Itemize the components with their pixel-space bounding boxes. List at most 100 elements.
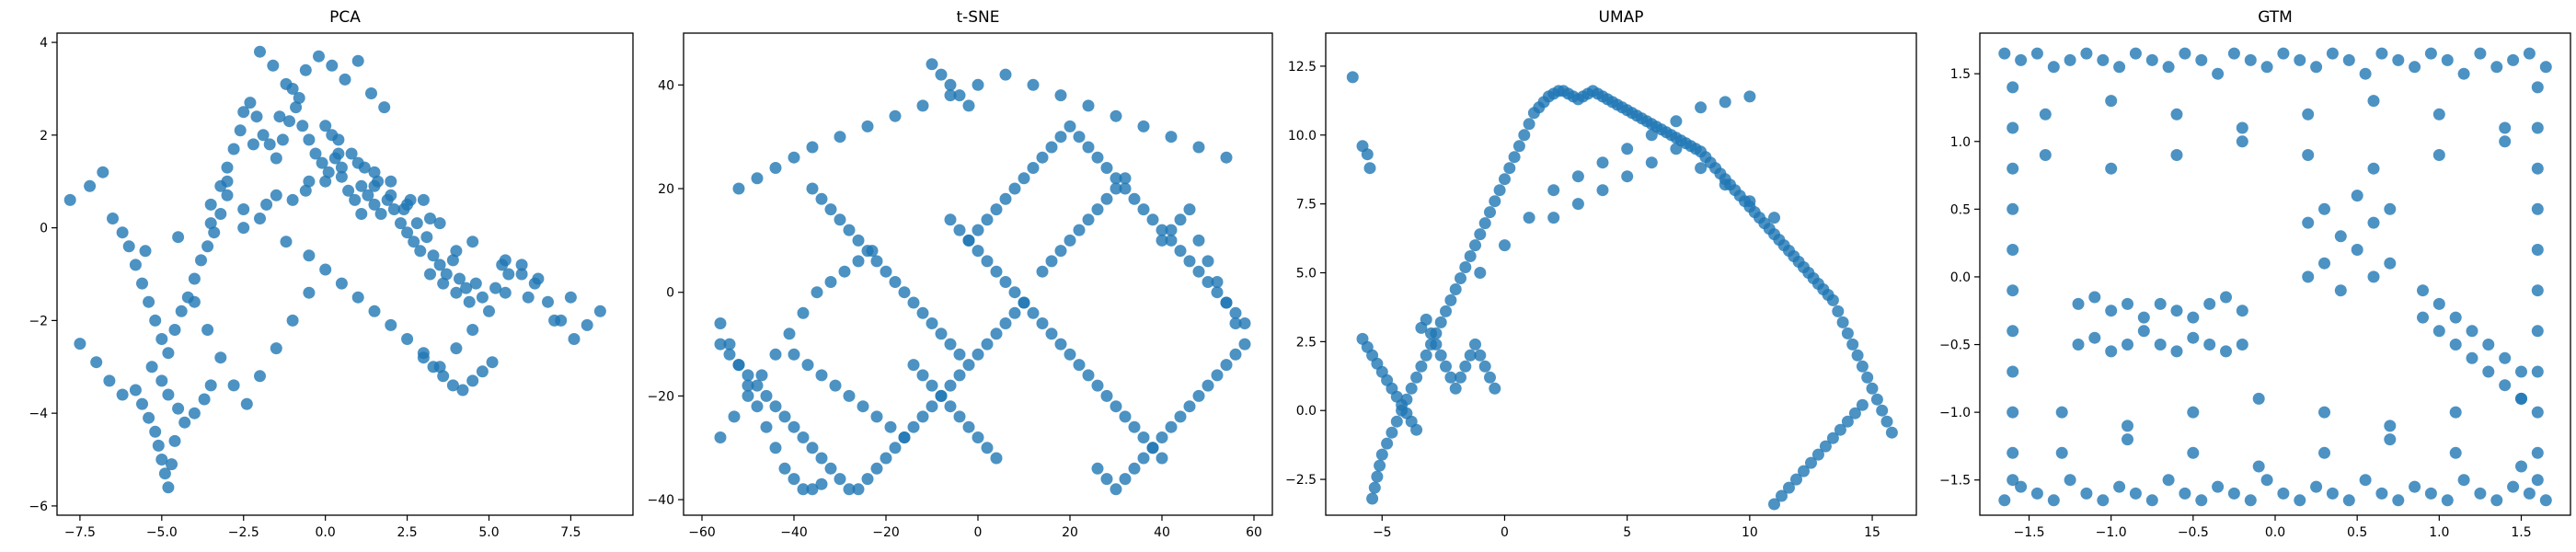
gtm-point xyxy=(2162,474,2175,487)
t-sne-point xyxy=(981,213,994,226)
umap-point xyxy=(1621,170,1634,183)
gtm-axes-frame xyxy=(1979,32,2571,516)
gtm-point xyxy=(2334,230,2347,243)
umap-point xyxy=(1841,415,1854,428)
gtm-point xyxy=(2384,420,2397,432)
pca-point xyxy=(299,184,312,197)
gtm-point xyxy=(2432,108,2445,121)
pca-point xyxy=(385,189,397,201)
gtm-x-tick-label: −1.5 xyxy=(2014,525,2045,540)
t-sne-point xyxy=(1119,172,1132,185)
pca-x-tick-label: −7.5 xyxy=(64,525,96,540)
pca-point xyxy=(309,147,322,160)
pca-point xyxy=(263,138,276,151)
t-sne-point xyxy=(1137,431,1150,443)
umap-point xyxy=(1363,162,1376,175)
gtm-point xyxy=(2351,244,2363,256)
pca-point xyxy=(446,254,459,267)
pca-point xyxy=(469,277,482,290)
t-sne-point xyxy=(1082,99,1095,112)
t-sne-point xyxy=(944,379,957,392)
pca-point xyxy=(387,203,400,215)
t-sne-point xyxy=(981,255,994,268)
pca-point xyxy=(313,50,325,63)
pca-point xyxy=(593,305,606,317)
gtm-point xyxy=(2007,121,2019,134)
gtm-point xyxy=(2318,406,2330,419)
gtm-point xyxy=(2195,53,2208,66)
pca-point xyxy=(254,213,266,224)
gtm-point xyxy=(2507,53,2520,66)
pca-point xyxy=(221,175,234,188)
umap-point xyxy=(1499,173,1511,186)
umap-point xyxy=(1444,293,1457,306)
gtm-point xyxy=(2531,162,2544,175)
gtm-point xyxy=(2294,494,2306,507)
t-sne-point xyxy=(935,68,948,81)
gtm-point xyxy=(2227,487,2240,500)
gtm-point xyxy=(2007,406,2019,419)
pca-x-tick-label: 5.0 xyxy=(478,525,499,540)
gtm-point xyxy=(2236,339,2248,351)
gtm-point xyxy=(2212,480,2225,493)
t-sne-point xyxy=(824,203,837,216)
t-sne-point xyxy=(962,420,975,433)
pca-point xyxy=(195,254,207,267)
t-sne-point xyxy=(861,245,874,258)
gtm-point xyxy=(2170,305,2183,317)
gtm-y-tick-label: 1.5 xyxy=(1950,67,1971,82)
t-sne-point xyxy=(783,328,796,340)
umap-point xyxy=(1876,404,1889,417)
t-sne-point xyxy=(714,338,727,351)
pca-point xyxy=(254,370,266,383)
gtm-point xyxy=(2244,53,2257,66)
umap-point xyxy=(1464,349,1477,362)
umap-point xyxy=(1768,212,1780,224)
gtm-y-tick-label: 0.5 xyxy=(1950,202,1971,217)
t-sne-point xyxy=(1036,265,1049,278)
gtm-point xyxy=(2055,446,2068,459)
umap-point xyxy=(1866,382,1879,395)
gtm-x-tick-label: 0.5 xyxy=(2347,525,2367,540)
gtm-y-tick-label: 0.0 xyxy=(1950,270,1971,285)
pca-point xyxy=(283,115,295,128)
umap-axes-frame xyxy=(1325,32,1917,516)
t-sne-point xyxy=(1018,296,1030,309)
gtm-point xyxy=(2318,257,2330,270)
pca-point xyxy=(401,226,414,239)
t-sne-y-tick-label: 0 xyxy=(666,286,674,301)
t-sne-point xyxy=(788,420,800,433)
umap-point xyxy=(1885,426,1898,439)
pca-point xyxy=(463,295,476,308)
t-sne-point xyxy=(769,348,782,361)
gtm-point xyxy=(2523,47,2536,60)
gtm-point xyxy=(2030,487,2043,500)
umap-point xyxy=(1798,465,1810,477)
gtm-point xyxy=(2466,351,2478,364)
umap-point xyxy=(1455,272,1466,284)
umap-point xyxy=(1523,212,1535,224)
pca-point xyxy=(172,402,185,415)
pca-point xyxy=(532,272,545,285)
gtm-point xyxy=(2154,339,2167,351)
t-sne-point xyxy=(944,89,957,102)
pca-point xyxy=(155,374,168,387)
pca-point xyxy=(162,347,175,360)
umap-point xyxy=(1478,217,1491,230)
gtm-point xyxy=(2302,149,2315,161)
pca-point xyxy=(303,286,316,299)
pca-points xyxy=(63,45,606,494)
gtm-point xyxy=(2384,433,2397,446)
gtm-point xyxy=(2342,494,2355,507)
umap-point xyxy=(1455,371,1466,384)
gtm-point xyxy=(2097,53,2110,66)
gtm-point xyxy=(2145,53,2158,66)
t-sne-point xyxy=(999,192,1012,205)
t-sne-point xyxy=(884,420,897,433)
umap-point xyxy=(1783,481,1795,494)
gtm-points xyxy=(1998,47,2552,507)
pca-point xyxy=(351,54,364,67)
t-sne-point xyxy=(916,99,929,112)
umap-point xyxy=(1484,206,1496,219)
t-sne-point xyxy=(760,420,773,433)
